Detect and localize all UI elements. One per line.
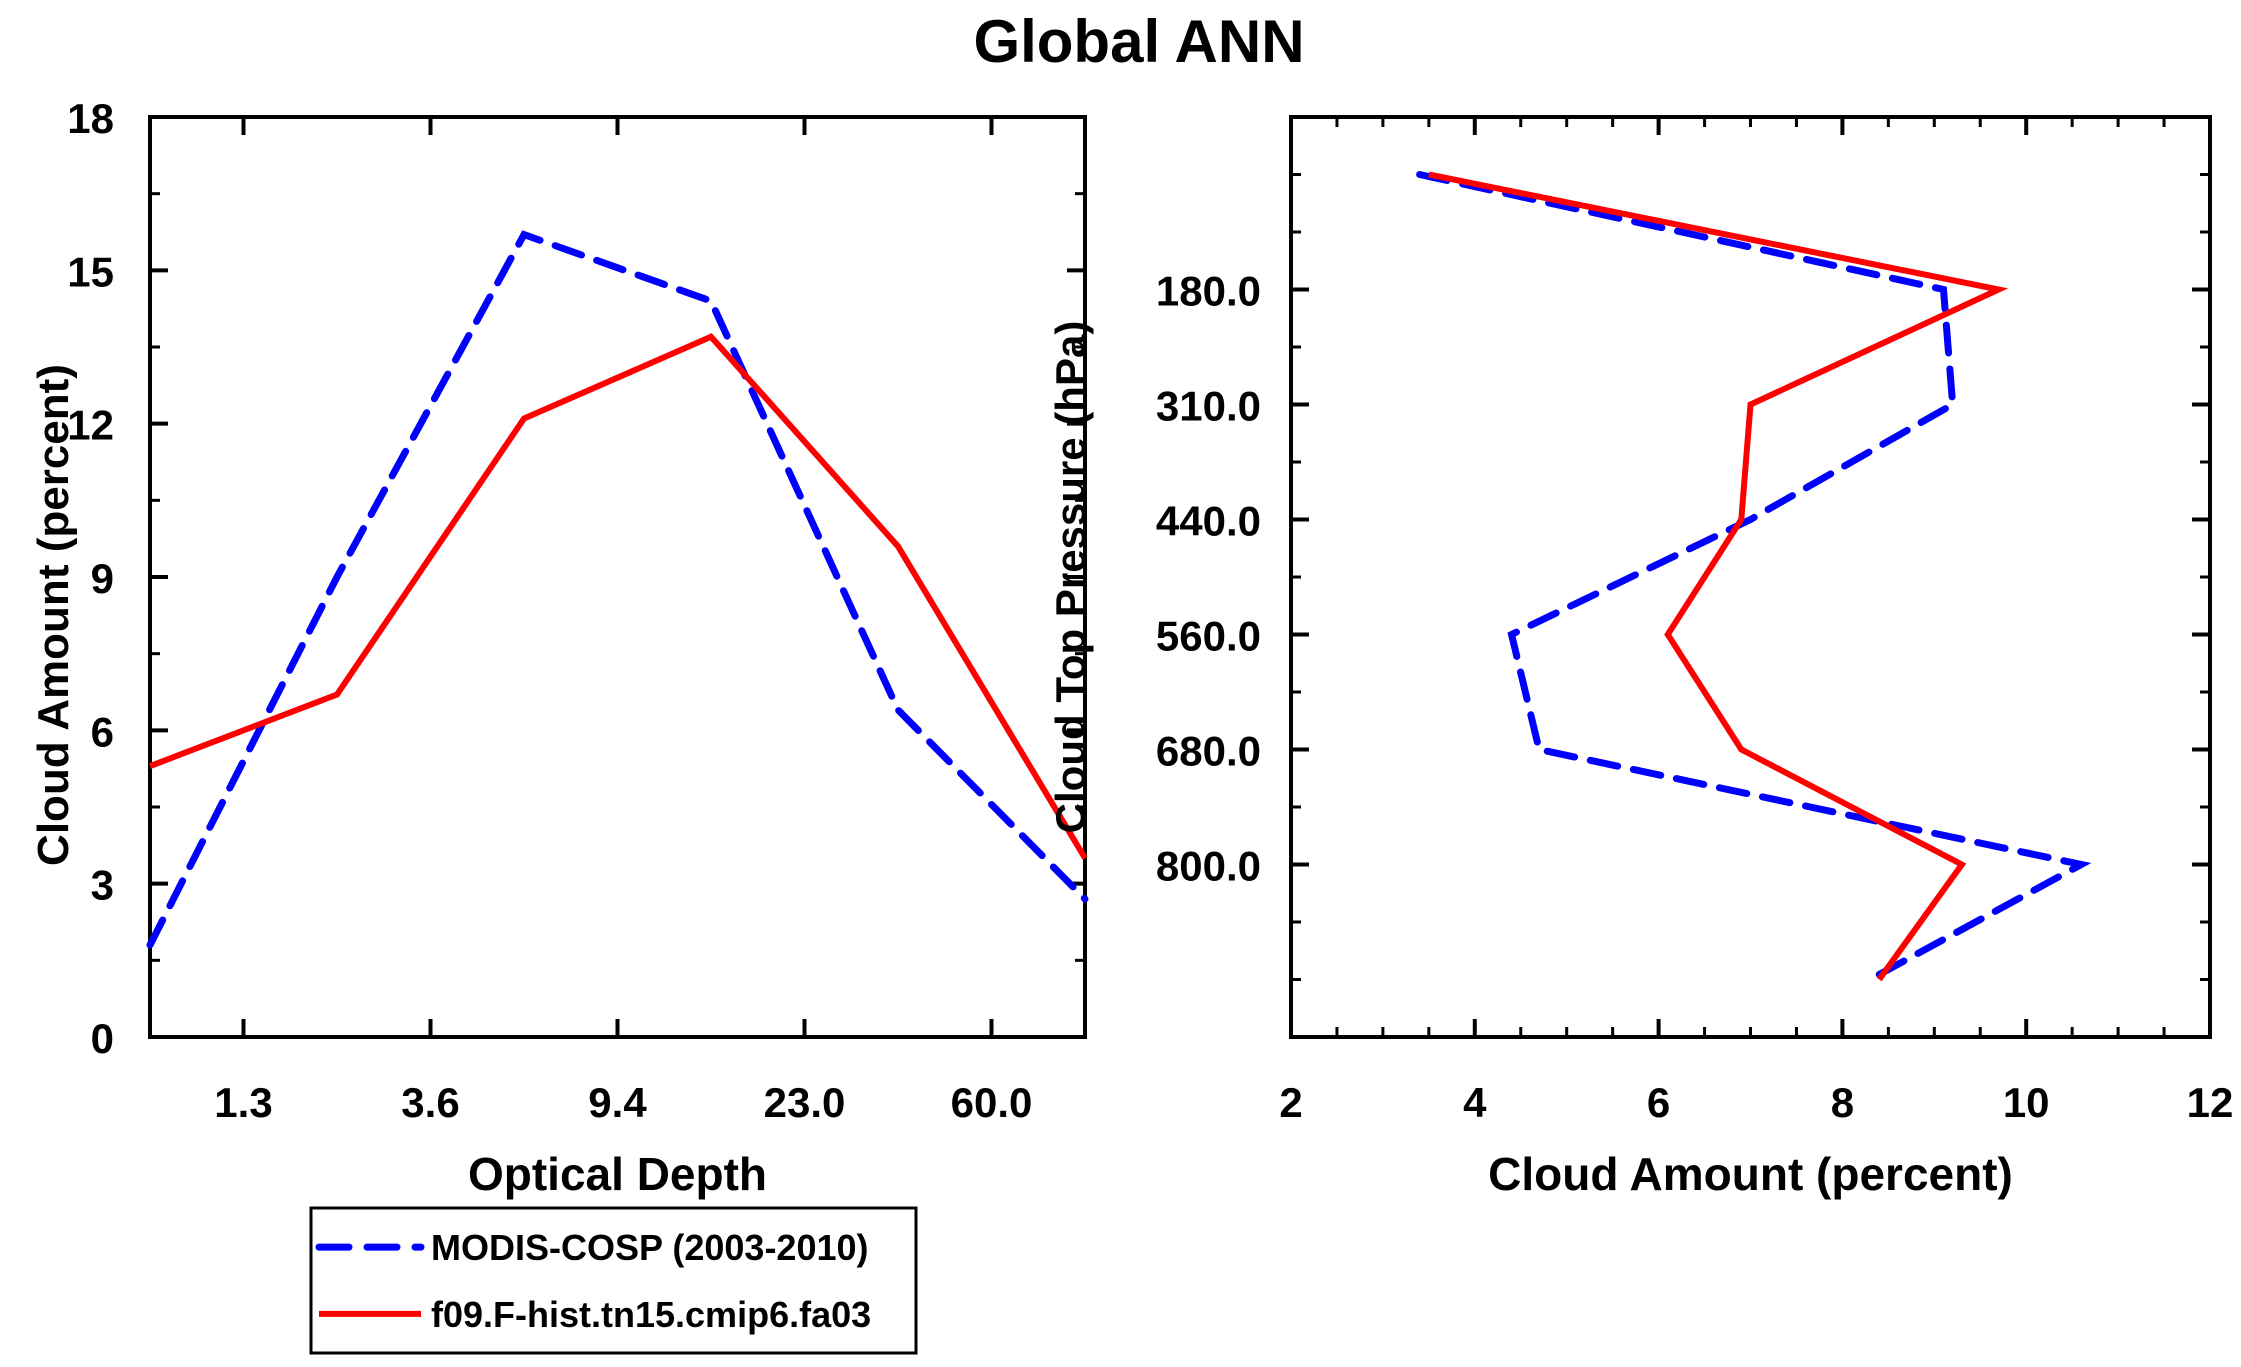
svg-text:f09.F-hist.tn15.cmip6.fa03: f09.F-hist.tn15.cmip6.fa03 [431,1294,871,1335]
svg-text:3.6: 3.6 [401,1079,459,1126]
svg-text:680.0: 680.0 [1156,728,1261,775]
svg-text:12: 12 [2187,1079,2234,1126]
svg-text:23.0: 23.0 [764,1079,846,1126]
svg-text:0: 0 [91,1015,114,1062]
svg-text:60.0: 60.0 [951,1079,1033,1126]
svg-text:Global ANN: Global ANN [973,8,1304,75]
svg-text:6: 6 [91,708,114,755]
svg-text:Optical Depth: Optical Depth [468,1148,767,1200]
svg-text:6: 6 [1647,1079,1670,1126]
svg-text:Cloud Top Pressure (hPa): Cloud Top Pressure (hPa) [1047,321,1094,834]
svg-text:18: 18 [67,95,114,142]
svg-text:Cloud Amount (percent): Cloud Amount (percent) [29,364,78,866]
svg-text:10: 10 [2003,1079,2050,1126]
svg-text:9.4: 9.4 [588,1079,647,1126]
svg-text:1.3: 1.3 [214,1079,272,1126]
svg-text:4: 4 [1463,1079,1487,1126]
svg-text:MODIS-COSP (2003-2010): MODIS-COSP (2003-2010) [431,1227,869,1268]
svg-text:3: 3 [91,862,114,909]
svg-text:800.0: 800.0 [1156,843,1261,890]
svg-text:9: 9 [91,555,114,602]
svg-text:440.0: 440.0 [1156,498,1261,545]
svg-text:180.0: 180.0 [1156,268,1261,315]
svg-text:560.0: 560.0 [1156,613,1261,660]
svg-text:Cloud Amount (percent): Cloud Amount (percent) [1488,1148,2013,1200]
svg-text:8: 8 [1831,1079,1854,1126]
svg-text:310.0: 310.0 [1156,383,1261,430]
svg-text:2: 2 [1279,1079,1302,1126]
svg-text:15: 15 [67,248,114,295]
